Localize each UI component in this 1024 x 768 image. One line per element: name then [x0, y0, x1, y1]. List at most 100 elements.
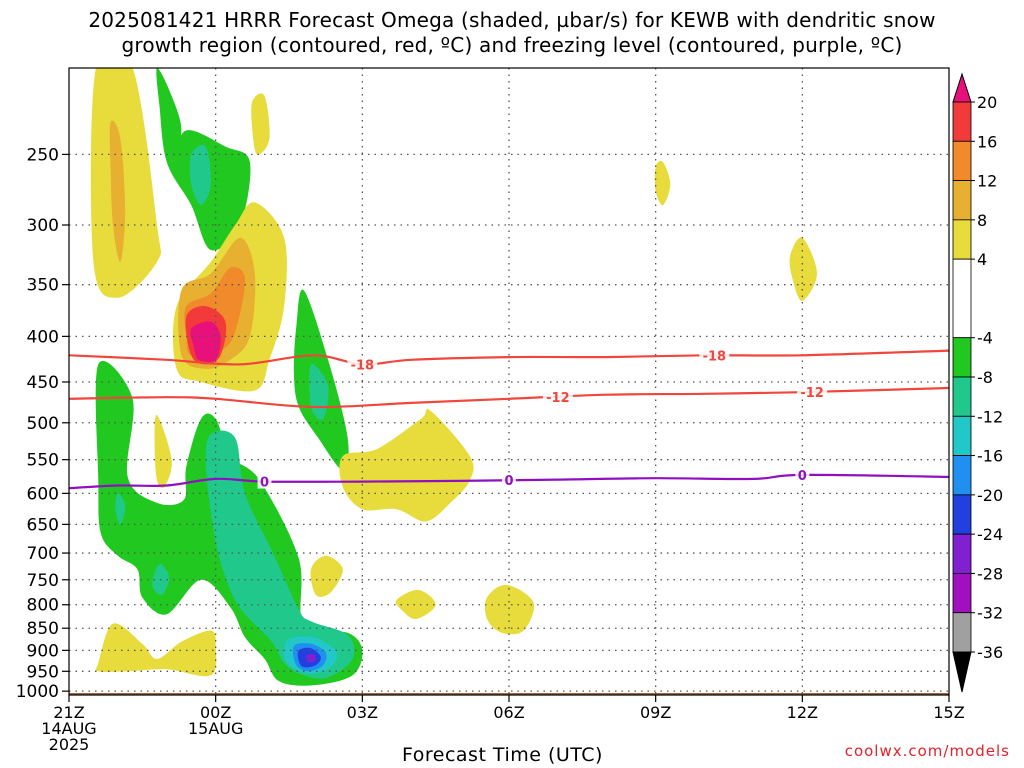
omega-region-0: [90, 68, 161, 298]
contour-label-bg-2-0: [257, 474, 272, 489]
colorbar-label-7: -12: [977, 407, 1003, 426]
y-tick-label-500: 500: [27, 414, 59, 434]
x-tick-label-1-1: 15AUG: [188, 719, 243, 738]
y-tick-label-450: 450: [27, 373, 59, 393]
temperature-contours: -18 -18 -12 -12 0 0 0: [69, 348, 949, 491]
omega-region-3: [189, 144, 211, 206]
colorbar-segment-11: [952, 573, 972, 614]
colorbar-label-11: -28: [977, 564, 1003, 583]
contour-label-bg-0-1: [699, 348, 730, 363]
omega-region-14: [205, 430, 355, 679]
contour-line-2: [69, 473, 949, 490]
x-tick-label-3-0: 06Z: [493, 703, 524, 722]
x-tick-label-5-0: 12Z: [787, 703, 818, 722]
y-tick-label-850: 850: [27, 619, 59, 639]
x-axis-label: Forecast Time (UTC): [402, 744, 603, 766]
colorbar-label-1: 16: [977, 132, 997, 151]
colorbar-label-9: -20: [977, 486, 1003, 505]
omega-region-9: [190, 321, 221, 363]
ground-band: [69, 693, 949, 695]
colorbar: 20 16 12 8 4 -4 -8 -12 -16 -20 -24 -28 -32 -36: [952, 72, 1003, 693]
colorbar-label-13: -36: [977, 643, 1003, 662]
y-tick-label-300: 300: [27, 216, 59, 236]
colorbar-top-arrow: [952, 72, 972, 103]
colorbar-segment-12: [952, 612, 972, 653]
colorbar-segment-4: [952, 258, 972, 339]
omega-region-13: [154, 414, 172, 489]
colorbar-bottom-arrow: [952, 651, 972, 693]
y-tick-label-1000: 1000: [16, 682, 59, 702]
title-line-2: growth region (contoured, red, ºC) and f…: [121, 33, 903, 57]
colorbar-segment-1: [952, 140, 972, 181]
contour-label-1-0: -12: [546, 391, 570, 406]
colorbar-label-12: -32: [977, 604, 1003, 623]
colorbar-label-8: -16: [977, 447, 1003, 466]
contour-label-2-1: 0: [504, 474, 513, 489]
x-tick-label-0-1: 14AUG: [41, 719, 96, 738]
colorbar-segment-10: [952, 533, 972, 574]
colorbar-label-4: 4: [977, 250, 987, 269]
y-tick-label-750: 750: [27, 571, 59, 591]
contour-label-0-1: -18: [703, 349, 727, 364]
title-line-1: 2025081421 HRRR Forecast Omega (shaded, …: [88, 8, 936, 32]
contour-line-0: [69, 349, 949, 366]
contour-label-bg-2-1: [502, 473, 516, 488]
contour-label-bg-2-2: [795, 467, 810, 482]
omega-region-20: [305, 654, 316, 663]
omega-region-22: [339, 408, 474, 522]
y-tick-label-900: 900: [27, 641, 59, 661]
ground-surface: [69, 693, 949, 695]
colorbar-segment-0: [952, 101, 972, 142]
y-tick-label-650: 650: [27, 515, 59, 535]
contour-label-0-0: -18: [351, 358, 375, 373]
x-tick-label-4-0: 09Z: [640, 703, 671, 722]
omega-region-24: [395, 589, 436, 620]
omega-region-26: [654, 160, 671, 206]
contour-label-bg-0-0: [347, 357, 378, 372]
contour-line-1: [69, 386, 949, 409]
colorbar-segment-3: [952, 219, 972, 260]
x-tick-label-6-0: 15Z: [933, 703, 964, 722]
x-tick-label-2-0: 03Z: [347, 703, 378, 722]
contour-label-bg-1-0: [542, 389, 573, 404]
y-tick-label-350: 350: [27, 276, 59, 296]
y-axis: 2503003504004505005506006507007508008509…: [16, 145, 69, 702]
colorbar-segment-5: [952, 337, 972, 378]
omega-region-16: [115, 493, 126, 525]
colorbar-label-10: -24: [977, 525, 1003, 544]
y-tick-label-550: 550: [27, 451, 59, 471]
y-tick-label-800: 800: [27, 596, 59, 616]
omega-region-21: [95, 623, 217, 677]
chart-title: 2025081421 HRRR Forecast Omega (shaded, …: [0, 8, 1024, 58]
colorbar-segment-7: [952, 415, 972, 456]
contour-label-2-0: 0: [260, 476, 269, 491]
y-tick-label-700: 700: [27, 544, 59, 564]
y-tick-label-600: 600: [27, 484, 59, 504]
colorbar-label-2: 12: [977, 172, 997, 191]
contour-label-bg-1-1: [797, 384, 828, 399]
colorbar-segment-2: [952, 180, 972, 221]
x-tick-label-0-2: 2025: [49, 735, 90, 754]
y-tick-label-250: 250: [27, 145, 59, 165]
contour-label-1-1: -12: [800, 386, 824, 401]
colorbar-segment-6: [952, 376, 972, 417]
omega-region-23: [310, 555, 343, 597]
omega-shading: [90, 68, 817, 686]
omega-region-1: [109, 120, 126, 263]
omega-region-25: [484, 584, 535, 635]
source-credit: coolwx.com/models: [844, 742, 1010, 760]
x-tick-label-1-0: 00Z: [200, 703, 231, 722]
colorbar-label-5: -4: [977, 329, 993, 348]
colorbar-segment-8: [952, 455, 972, 496]
x-tick-label-0-0: 21Z: [53, 703, 84, 722]
colorbar-label-0: 20: [977, 93, 997, 112]
y-tick-label-400: 400: [27, 327, 59, 347]
colorbar-segment-9: [952, 494, 972, 535]
omega-region-11: [309, 363, 329, 420]
grid-lines: [69, 68, 949, 695]
colorbar-label-6: -8: [977, 368, 993, 387]
y-tick-label-950: 950: [27, 662, 59, 682]
contour-label-2-2: 0: [798, 469, 807, 484]
